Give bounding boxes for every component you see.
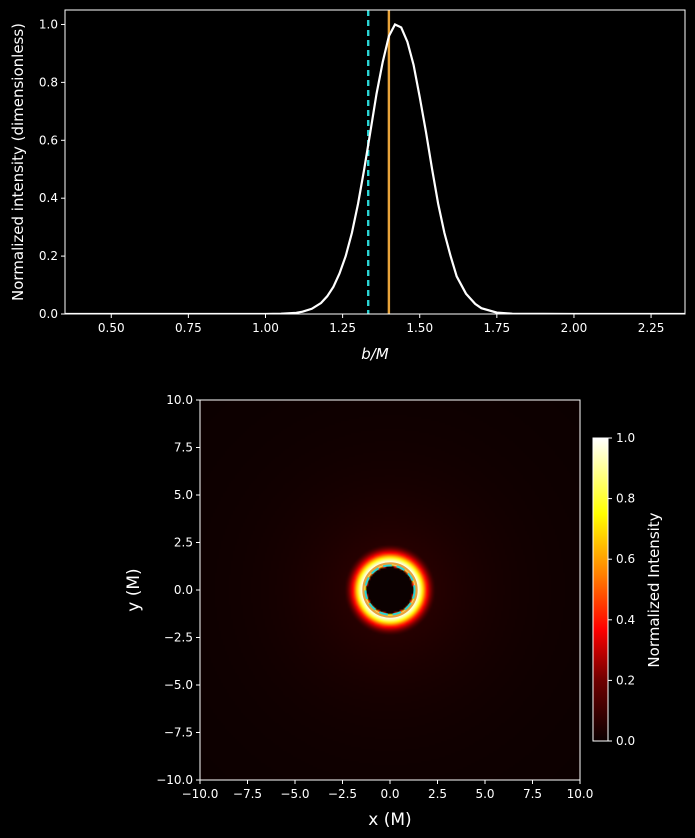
heatmap-y-tick-label: 5.0 [174, 488, 193, 502]
heatmap-x-label: x (M) [368, 810, 411, 830]
heatmap-x-tick-label: −10.0 [182, 787, 219, 801]
x-axis-label: b/M [361, 345, 389, 363]
heatmap-y-tick-label: 10.0 [166, 393, 193, 407]
heatmap-x-tick-label: 5.0 [475, 787, 494, 801]
y-tick-label: 0.2 [39, 249, 58, 263]
x-tick-label: 1.75 [483, 321, 510, 335]
intensity-map [200, 400, 580, 780]
colorbar-tick-label: 0.8 [616, 492, 635, 506]
x-tick-label: 0.50 [98, 321, 125, 335]
x-tick-label: 2.00 [561, 321, 588, 335]
heatmap-y-label: y (M) [124, 568, 144, 611]
heatmap-y-tick-label: −10.0 [156, 773, 193, 787]
y-tick-label: 0.6 [39, 133, 58, 147]
heatmap-x-tick-label: −2.5 [328, 787, 357, 801]
colorbar-tick-label: 0.4 [616, 613, 635, 627]
colorbar-tick-label: 0.6 [616, 552, 635, 566]
colorbar-tick-label: 0.0 [616, 734, 635, 748]
heatmap-x-tick-label: −7.5 [233, 787, 262, 801]
colorbar-label: Normalized Intensity [645, 512, 663, 667]
heatmap-y-tick-label: 2.5 [174, 536, 193, 550]
x-tick-label: 1.50 [406, 321, 433, 335]
heatmap-x-tick-label: 2.5 [428, 787, 447, 801]
x-tick-label: 0.75 [175, 321, 202, 335]
y-axis-label: Normalized intensity (dimensionless) [9, 23, 27, 301]
x-tick-label: 1.00 [252, 321, 279, 335]
heatmap-plot: −10.0 −7.5 −5.0 −2.5 0.0 2.5 5.0 7.5 10.0 −10.0−… [124, 393, 663, 830]
ring-circle [362, 562, 418, 618]
heatmap-y-tick-label: 7.5 [174, 441, 193, 455]
line-plot-area [65, 10, 685, 314]
y-tick-label: 0.8 [39, 75, 58, 89]
colorbar [593, 438, 608, 741]
heatmap-y-tick-label: −7.5 [164, 726, 193, 740]
line-plot-frame [64, 9, 686, 315]
heatmap-y-tick-label: 0.0 [174, 583, 193, 597]
intensity-curve [65, 23, 685, 314]
x-tick-label: 1.25 [329, 321, 356, 335]
y-tick-label: 0.4 [39, 191, 58, 205]
y-tick-label: 1.0 [39, 17, 58, 31]
heatmap-x-tick-label: 10.0 [567, 787, 594, 801]
heatmap-y-tick-label: −2.5 [164, 631, 193, 645]
heatmap-y-tick-label: −5.0 [164, 678, 193, 692]
colorbar-tick-label: 1.0 [616, 431, 635, 445]
line-plot: 0.50 0.75 1.00 1.25 1.50 1.75 2.00 2.25 0.0 0.2 0… [9, 9, 686, 363]
heatmap-x-tick-label: −5.0 [280, 787, 309, 801]
x-tick-label: 2.25 [638, 321, 665, 335]
colorbar-frame [592, 437, 609, 742]
heatmap-x-tick-label: 0.0 [380, 787, 399, 801]
y-tick-label: 0.0 [39, 307, 58, 321]
shadow-circle [362, 562, 418, 618]
colorbar-tick-label: 0.2 [616, 673, 635, 687]
heatmap-x-tick-label: 7.5 [523, 787, 542, 801]
